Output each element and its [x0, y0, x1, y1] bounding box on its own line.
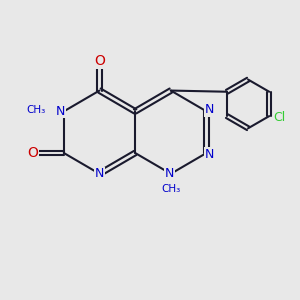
Text: CH₃: CH₃	[161, 184, 180, 194]
Text: N: N	[205, 103, 214, 116]
Text: N: N	[205, 148, 214, 161]
Text: CH₃: CH₃	[27, 105, 46, 115]
Text: Cl: Cl	[274, 111, 286, 124]
Text: N: N	[56, 105, 65, 118]
Text: N: N	[95, 167, 104, 180]
Text: N: N	[165, 167, 174, 180]
Text: O: O	[27, 146, 38, 160]
Text: O: O	[94, 54, 105, 68]
